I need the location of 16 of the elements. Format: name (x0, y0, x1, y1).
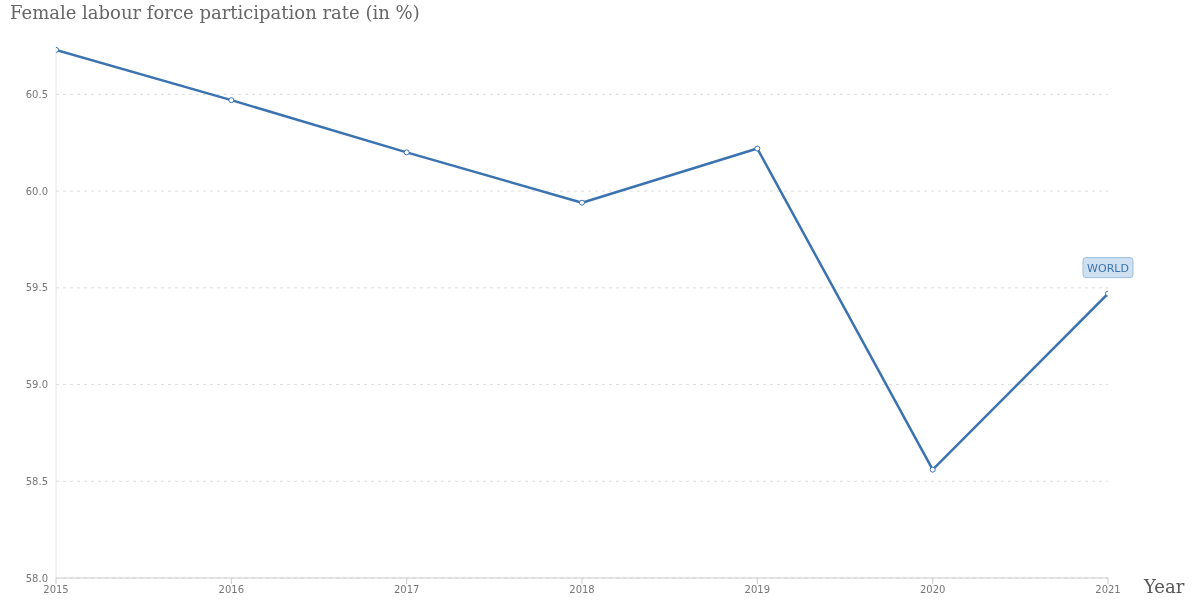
y-tick-label: 58.0 (25, 572, 48, 584)
x-tick-label: 2021 (1095, 584, 1121, 596)
y-tick-label: 59.0 (25, 379, 48, 391)
x-axis-title: Year (1144, 576, 1185, 597)
x-tick-label: 2019 (744, 584, 771, 596)
y-tick-label: 60.5 (25, 88, 48, 100)
y-tick-label: 58.5 (25, 475, 48, 487)
chart-title: Female labour force participation rate (in %) (10, 2, 420, 23)
y-tick-label: 60.0 (25, 185, 48, 197)
x-tick-label: 2018 (569, 584, 595, 596)
x-tick-label: 2016 (218, 584, 245, 596)
text: WORLD (1087, 261, 1129, 275)
x-tick-label: 2017 (393, 584, 420, 596)
x-tick-label: 2020 (919, 584, 946, 596)
y-tick-label: 59.5 (25, 282, 48, 294)
x-tick-label: 2015 (43, 584, 69, 596)
